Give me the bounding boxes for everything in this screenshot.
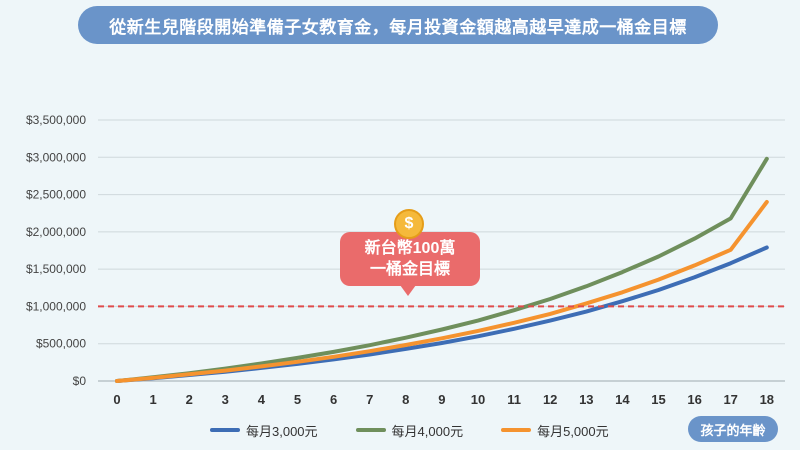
x-tick-label: 16 bbox=[687, 392, 701, 407]
x-tick-label: 13 bbox=[579, 392, 593, 407]
x-tick-label: 2 bbox=[186, 392, 193, 407]
x-tick-label: 11 bbox=[507, 392, 521, 407]
y-tick-label: $500,000 bbox=[36, 337, 86, 351]
x-axis-label: 孩子的年齡 bbox=[688, 416, 778, 442]
y-tick-label: $0 bbox=[73, 374, 87, 388]
x-tick-label: 18 bbox=[760, 392, 774, 407]
x-tick-label: 6 bbox=[330, 392, 337, 407]
chart-legend: 每月3,000元 每月4,000元 每月5,000元 bbox=[210, 420, 609, 440]
legend-label-3000: 每月3,000元 bbox=[246, 423, 318, 439]
callout-line-2: 一桶金目標 bbox=[369, 261, 450, 278]
legend-swatch-4000 bbox=[355, 428, 386, 432]
y-tick-label: $3,500,000 bbox=[26, 113, 86, 127]
x-tick-label: 8 bbox=[402, 392, 409, 407]
x-tick-label: 4 bbox=[258, 392, 266, 407]
y-tick-label: $3,000,000 bbox=[26, 150, 86, 164]
legend-item-4000: 每月4,000元 bbox=[355, 421, 464, 440]
legend-swatch-3000 bbox=[210, 428, 240, 432]
x-tick-label: 14 bbox=[615, 392, 630, 407]
legend-item-3000: 每月3,000元 bbox=[210, 421, 318, 440]
target-callout: 新台幣100萬 一桶金目標 bbox=[340, 232, 480, 296]
series-line-2 bbox=[115, 200, 769, 383]
x-tick-label: 10 bbox=[471, 392, 485, 407]
x-tick-label: 5 bbox=[294, 392, 301, 407]
chart-title: 從新生兒階段開始準備子女教育金，每月投資金額越高越早達成一桶金目標 bbox=[78, 6, 718, 44]
x-tick-label: 9 bbox=[438, 392, 445, 407]
x-tick-label: 7 bbox=[366, 392, 373, 407]
x-tick-label: 17 bbox=[723, 392, 737, 407]
dollar-coin-icon: $ bbox=[394, 209, 424, 239]
x-tick-label: 0 bbox=[113, 392, 120, 407]
x-tick-label: 15 bbox=[651, 392, 665, 407]
legend-label-4000: 每月4,000元 bbox=[391, 423, 464, 439]
callout-line-1: 新台幣100萬 bbox=[364, 240, 456, 257]
legend-swatch-5000 bbox=[501, 428, 532, 432]
x-tick-label: 12 bbox=[543, 392, 557, 407]
y-tick-label: $1,000,000 bbox=[26, 299, 86, 313]
y-tick-label: $2,500,000 bbox=[26, 188, 86, 202]
legend-item-5000: 每月5,000元 bbox=[501, 421, 609, 440]
legend-label-5000: 每月5,000元 bbox=[537, 423, 609, 439]
x-tick-label: 3 bbox=[222, 392, 229, 407]
y-tick-label: $1,500,000 bbox=[26, 262, 86, 276]
x-tick-label: 1 bbox=[149, 392, 156, 407]
y-tick-label: $2,000,000 bbox=[26, 225, 86, 239]
